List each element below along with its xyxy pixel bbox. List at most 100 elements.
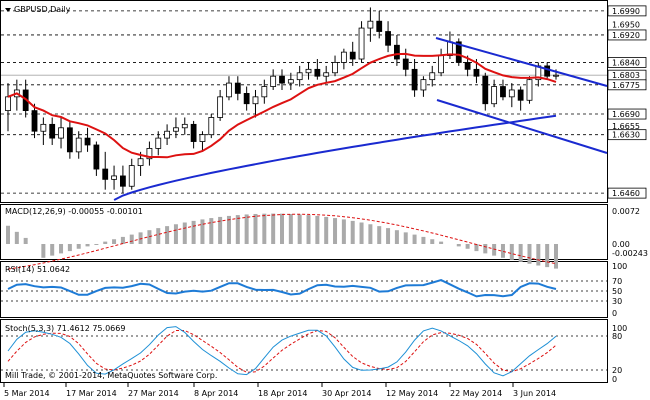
candle-body (190, 123, 197, 142)
candle-body (217, 96, 224, 118)
candle-body (508, 89, 515, 98)
candle-body (420, 79, 427, 91)
candle-body (296, 72, 303, 81)
macd-bar (271, 213, 276, 244)
macd-panel-frame (0, 204, 608, 260)
dropdown-triangle-icon[interactable] (5, 8, 11, 12)
macd-bar (359, 222, 364, 244)
candle-body (93, 144, 100, 170)
candle-body (314, 68, 321, 77)
macd-bar (200, 219, 205, 244)
candle-body (270, 75, 277, 87)
macd-bar (85, 244, 90, 247)
macd-bar (41, 244, 46, 258)
candle-body (243, 93, 250, 105)
macd-axis-zero: 0.00 (612, 240, 630, 249)
candle-body (181, 123, 188, 129)
stoch-signal-line (7, 329, 557, 373)
macd-bar (350, 220, 355, 244)
macd-bar (173, 224, 178, 244)
copyright-text: Mill Trade, © 2001-2014, MetaQuotes Soft… (5, 371, 217, 380)
macd-bar (315, 215, 320, 244)
price-label-l9: 1.6630 (612, 131, 640, 140)
macd-bar (492, 244, 497, 256)
candle-body (464, 62, 471, 70)
macd-bar (500, 244, 505, 258)
macd-axis-bottom: -0.00243 (612, 249, 648, 258)
macd-bar (456, 244, 461, 247)
macd-bar (421, 236, 426, 244)
price-tag-box-l7 (607, 108, 647, 120)
time-label: 30 Apr 2014 (322, 389, 371, 398)
rsi-line (7, 279, 557, 298)
candle-body (5, 96, 11, 111)
macd-bar (226, 215, 231, 244)
candle-body (287, 79, 294, 84)
macd-bar (465, 244, 470, 249)
candle-body (120, 175, 126, 187)
candle-body (553, 74, 559, 77)
price-tag-box-l9 (607, 129, 647, 141)
candle-body (544, 65, 551, 77)
candle-body (358, 27, 365, 60)
time-label: 18 Apr 2014 (258, 389, 307, 398)
candle-body (349, 51, 356, 60)
macd-bar (67, 244, 72, 252)
macd-signal-line (7, 213, 557, 270)
macd-bar (59, 244, 64, 254)
macd-bar (509, 244, 514, 260)
macd-bar (253, 213, 258, 244)
price-tag-box-l3 (607, 29, 647, 41)
candle-body (84, 137, 91, 146)
trendline-lower[interactable] (436, 99, 608, 154)
macd-bar (94, 244, 99, 245)
macd-histogram (6, 213, 558, 269)
candle-body (482, 75, 489, 105)
time-label: 17 Mar 2014 (66, 389, 117, 398)
macd-bar (23, 237, 28, 244)
candle-body (402, 58, 409, 70)
rsi-level-lines (1, 280, 607, 302)
candle-body (526, 79, 533, 101)
macd-bar (156, 228, 161, 244)
candle-body (234, 82, 241, 94)
moving-average-red (7, 52, 557, 159)
stoch-level-lines (1, 335, 607, 371)
candle-body (49, 123, 56, 139)
price-label-l4: 1.6840 (612, 58, 640, 67)
macd-bar (377, 226, 382, 244)
moving-average-blue (113, 114, 557, 201)
time-label: 5 Mar 2014 (4, 389, 50, 398)
macd-bar (430, 239, 435, 244)
rsi-axis-70: 70 (612, 277, 622, 286)
macd-bar (235, 215, 240, 244)
candle-body (385, 31, 391, 46)
rsi-axis-100: 100 (612, 262, 627, 271)
candle-body (455, 41, 462, 63)
time-label: 8 Apr 2014 (194, 389, 238, 398)
rsi-axis-50: 50 (612, 287, 622, 296)
macd-bar (103, 241, 108, 244)
macd-bar (412, 234, 417, 244)
rsi-axis-30: 30 (612, 297, 622, 306)
price-tag-box-l4 (607, 57, 647, 68)
candle-body (173, 127, 179, 132)
macd-axis-top: 0.0072 (612, 207, 640, 216)
macd-bar (536, 244, 541, 266)
price-label-l8: 1.6655 (612, 122, 640, 131)
stoch-axis-100: 100 (612, 324, 627, 333)
macd-label: MACD(12,26,9) -0.00055 -0.00101 (5, 207, 143, 216)
candle-body (411, 68, 418, 91)
macd-bar (483, 244, 488, 254)
trendline-upper[interactable] (435, 37, 608, 87)
time-axis: 5 Mar 2014 17 Mar 2014 27 Mar 2014 8 Apr 20… (3, 383, 556, 398)
macd-bar (280, 213, 284, 244)
macd-bar (138, 232, 143, 244)
macd-bar (182, 222, 187, 244)
macd-bar (76, 244, 81, 249)
candle-body (128, 165, 135, 187)
macd-bar (120, 236, 125, 244)
